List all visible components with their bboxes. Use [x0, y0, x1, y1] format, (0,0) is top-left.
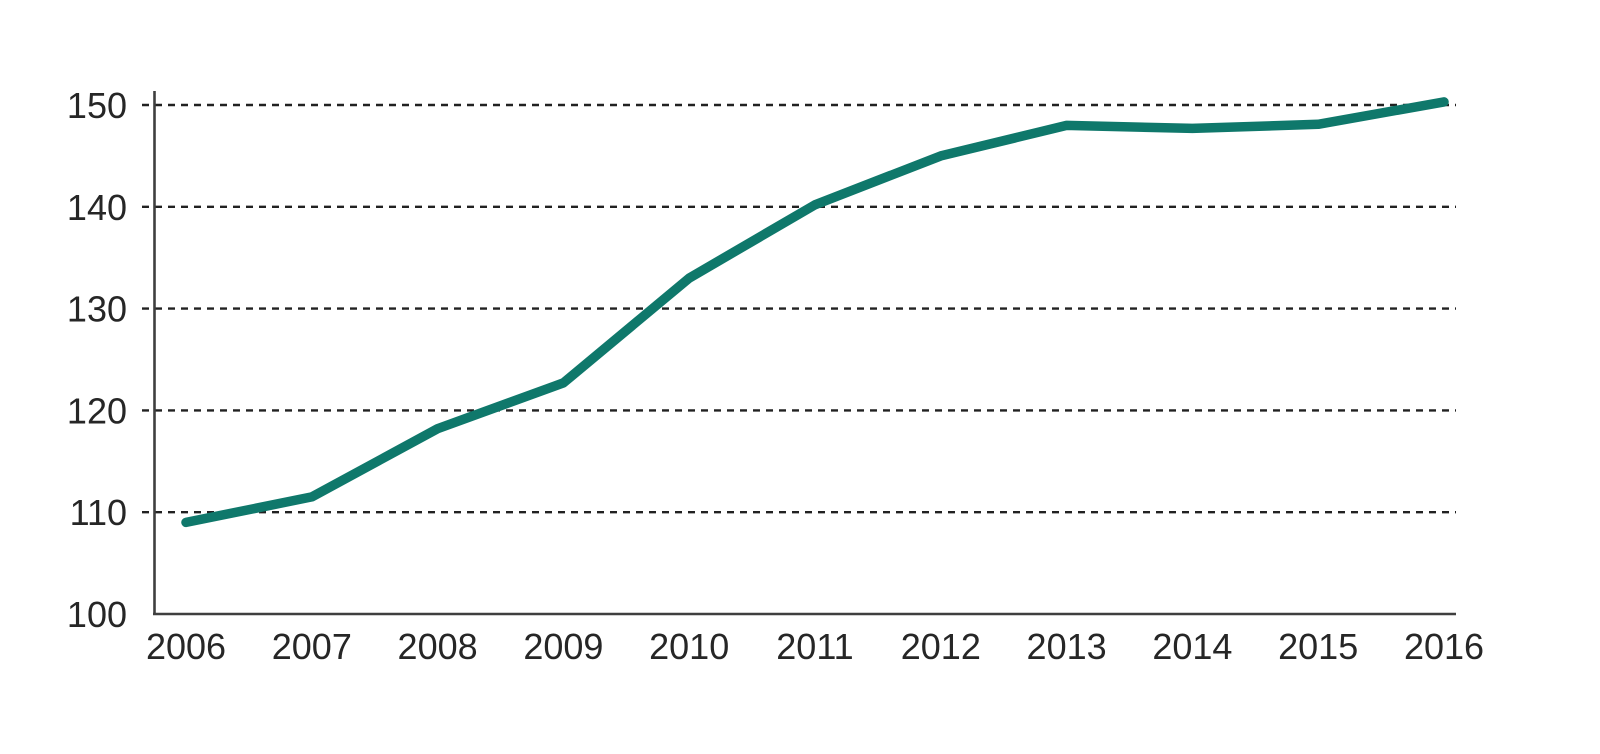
x-tick-label-2013: 2013: [1027, 626, 1107, 667]
y-tick-label-100: 100: [67, 594, 127, 635]
y-tick-label-130: 130: [67, 289, 127, 330]
x-tick-label-2009: 2009: [523, 626, 603, 667]
series-group: [181, 97, 1449, 528]
y-tick-label-110: 110: [70, 492, 127, 533]
x-tick-label-2012: 2012: [901, 626, 981, 667]
y-tick-label-150: 150: [67, 85, 127, 126]
y-tick-label-120: 120: [67, 390, 127, 431]
x-tick-label-2010: 2010: [649, 626, 729, 667]
x-tick-label-2014: 2014: [1152, 626, 1232, 667]
y-tick-label-140: 140: [67, 187, 127, 228]
x-tick-label-2015: 2015: [1278, 626, 1358, 667]
x-tick-label-2006: 2006: [146, 626, 226, 667]
x-tick-label-2011: 2011: [776, 626, 853, 667]
gridlines: [142, 103, 1456, 514]
x-tick-label-2008: 2008: [398, 626, 478, 667]
x-tick-label-2016: 2016: [1404, 626, 1484, 667]
x-tick-labels: 2006 2007 2008 2009 2010 2011 2012 2013 2014 2015…: [146, 626, 1484, 667]
series-line-series-1: [181, 97, 1449, 528]
y-tick-labels: 100 110 120 130 140 150: [67, 85, 127, 635]
x-tick-label-2007: 2007: [272, 626, 352, 667]
